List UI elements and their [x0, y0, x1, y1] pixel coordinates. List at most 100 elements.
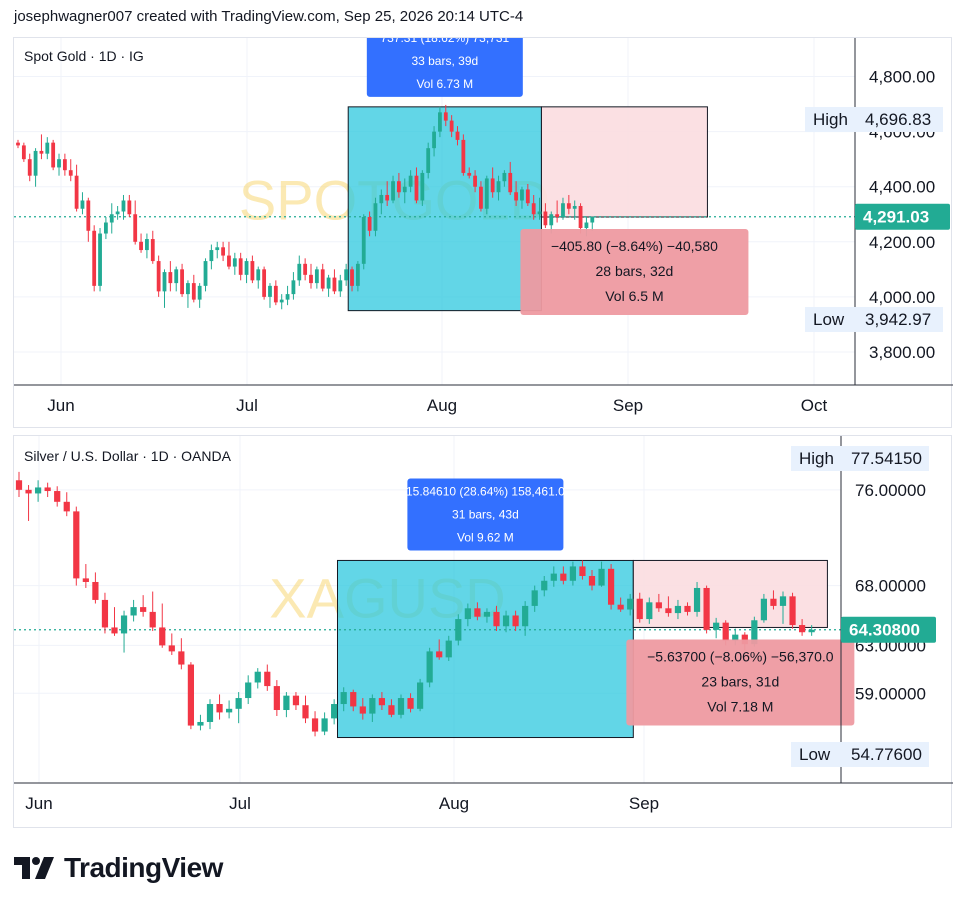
silver-candle [15, 480, 23, 490]
silver-candle [225, 708, 233, 713]
silver-high-label-bg [791, 446, 929, 471]
gold-candle [238, 258, 243, 275]
gold-candle [92, 230, 97, 286]
gold-measure-up-text-1: 33 bars, 39d [411, 54, 478, 68]
gold-x-tick-label: Aug [427, 396, 457, 415]
gold-y-tick-label: 4,000.00 [869, 288, 935, 307]
silver-candle [111, 627, 118, 634]
silver-low-value: 54.77600 [851, 745, 922, 764]
silver-candle [73, 511, 80, 579]
silver-candle [178, 651, 185, 665]
gold-candle [244, 261, 249, 275]
silver-candle [541, 580, 548, 591]
gold-candle [68, 170, 73, 176]
silver-chart-panel[interactable]: XAGUSD15.84610 (28.64%) 158,461.031 bars… [13, 435, 953, 829]
gold-candle [537, 211, 542, 215]
silver-candle [531, 590, 538, 606]
silver-high-value: 77.54150 [851, 449, 922, 468]
silver-measure-up-text-1: 31 bars, 43d [452, 507, 519, 521]
gold-candle [408, 175, 413, 187]
gold-candle [473, 175, 477, 187]
gold-candle [490, 178, 495, 193]
silver-candle [34, 487, 42, 494]
silver-x-tick-label: Sep [629, 794, 659, 813]
silver-candle [331, 704, 338, 719]
gold-candle [514, 192, 519, 201]
silver-candle [464, 608, 471, 620]
silver-candle [703, 587, 710, 630]
silver-candle [254, 671, 261, 683]
gold-candle [145, 239, 149, 251]
gold-candle [332, 277, 337, 292]
gold-candle [455, 131, 460, 140]
silver-last-price-value: 64.30800 [849, 621, 920, 640]
silver-candle [770, 598, 777, 606]
gold-candle [109, 214, 114, 223]
silver-measure-down-text-0: −5.63700 (−8.06%) −56,370.0 [647, 648, 834, 664]
silver-candle [44, 487, 51, 492]
silver-candle [264, 671, 271, 687]
gold-y-tick-label: 4,400.00 [869, 178, 935, 197]
gold-candle [385, 194, 390, 201]
gold-high-value: 4,696.83 [865, 110, 931, 129]
silver-candle [483, 611, 491, 617]
silver-candle [732, 634, 739, 641]
silver-candle [397, 698, 405, 715]
gold-candle [180, 269, 184, 295]
silver-chart-svg[interactable]: XAGUSD15.84610 (28.64%) 158,461.031 bars… [14, 436, 953, 829]
silver-measure-down-label-bg [626, 639, 855, 726]
gold-measure-up-text-0: 737.31 (18.62%) 73,731 [380, 38, 509, 45]
gold-candle [373, 203, 378, 231]
gold-candle [590, 216, 595, 223]
gold-candle [320, 269, 325, 289]
silver-candle [588, 575, 596, 586]
gold-candle [86, 200, 91, 231]
silver-measure-up-text-2: Vol 9.62 M [457, 530, 514, 544]
gold-chart-svg[interactable]: SPOTGOLD737.31 (18.62%) 73,73133 bars, 3… [14, 38, 953, 429]
silver-candle [369, 698, 376, 714]
silver-candle [789, 596, 796, 626]
silver-candle [82, 578, 89, 582]
silver-candle [216, 704, 223, 713]
gold-candle [367, 217, 372, 231]
gold-candle [391, 181, 395, 201]
gold-candle [508, 172, 513, 193]
gold-chart-panel[interactable]: SPOTGOLD737.31 (18.62%) 73,73133 bars, 3… [13, 37, 953, 429]
silver-candle [426, 651, 433, 683]
gold-candle [103, 222, 108, 234]
gold-last-price-value: 4,291.03 [863, 208, 929, 227]
silver-measure-up-text-0: 15.84610 (28.64%) 158,461.0 [406, 484, 565, 498]
silver-candle [168, 645, 175, 652]
gold-candle [115, 211, 120, 215]
gold-candle [361, 217, 366, 264]
silver-y-tick-label: 68.00000 [855, 577, 926, 596]
silver-candle [665, 608, 672, 614]
silver-x-tick-label: Jul [229, 794, 251, 813]
silver-y-tick-label: 59.00000 [855, 684, 926, 703]
silver-candle [607, 568, 615, 605]
gold-candle [174, 269, 179, 284]
silver-candle [206, 704, 214, 722]
gold-candle [268, 285, 272, 297]
gold-candle [16, 142, 20, 146]
gold-candle [203, 261, 208, 286]
silver-candle [436, 651, 443, 658]
silver-candle [340, 692, 347, 705]
silver-candle [63, 501, 70, 512]
gold-candle [479, 186, 483, 209]
tradingview-logo-icon [14, 857, 54, 879]
gold-candle [461, 139, 466, 173]
silver-low-label-bg [791, 742, 929, 767]
gold-candle [420, 172, 425, 201]
silver-candle [569, 566, 577, 581]
silver-x-tick-label: Jun [25, 794, 52, 813]
tradingview-logo[interactable]: TradingView [14, 852, 223, 884]
gold-candle [414, 175, 419, 201]
gold-candle [496, 181, 501, 193]
gold-candle [543, 211, 548, 226]
gold-candle [27, 159, 32, 176]
silver-measure-down-text-1: 23 bars, 31d [701, 673, 779, 689]
gold-candle [520, 189, 524, 201]
silver-candle [741, 634, 748, 645]
gold-y-tick-label: 3,800.00 [869, 343, 935, 362]
